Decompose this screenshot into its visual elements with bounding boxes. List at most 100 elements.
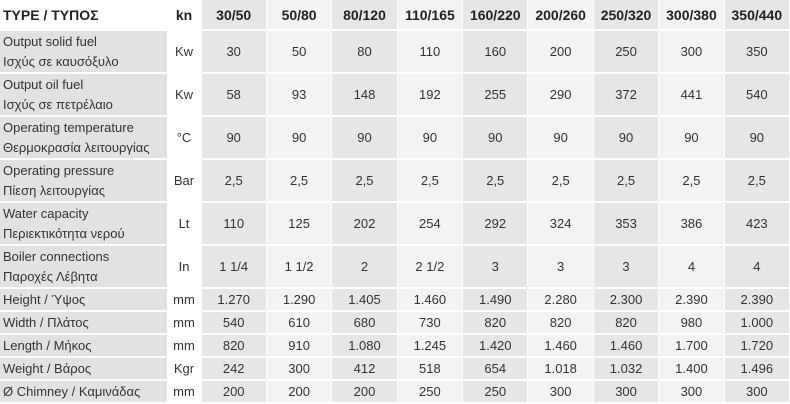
label-line: Πίεση λειτουργίας xyxy=(3,182,105,198)
row-label: Weight / Βάρος xyxy=(0,357,168,381)
value-cell: 2,5 xyxy=(331,159,398,203)
value-cell: 1 1/2 xyxy=(266,245,333,289)
value-cell: 820 xyxy=(201,334,267,358)
value-cell: 148 xyxy=(331,73,398,117)
value-cell: 290 xyxy=(527,73,594,117)
value-cell: 90 xyxy=(527,116,594,160)
value-cell: 254 xyxy=(397,202,464,246)
unit-cell: Bar xyxy=(167,159,202,203)
value-cell: 4 xyxy=(724,245,790,289)
value-cell: 518 xyxy=(397,357,464,381)
value-cell: 1.496 xyxy=(724,357,790,381)
value-cell: 1.080 xyxy=(331,334,398,358)
value-cell: 90 xyxy=(462,116,529,160)
value-cell: 324 xyxy=(527,202,594,246)
value-cell: 441 xyxy=(658,73,725,117)
spec-row: Operating pressure Πίεση λειτουργίας Bar 2,… xyxy=(0,159,790,203)
value-cell: 1.460 xyxy=(397,288,464,312)
value-cell: 300 xyxy=(658,380,725,404)
unit-header: kn xyxy=(167,0,202,31)
value-cell: 110 xyxy=(201,202,267,246)
value-cell: 1.000 xyxy=(724,311,790,335)
spec-row: Weight / Βάρος Kgr 242 300 412 518 654 1.018 1.0… xyxy=(0,357,790,381)
spec-row: Height / Ύψος mm 1.270 1.290 1.405 1.460 1.490… xyxy=(0,288,790,312)
value-cell: 2,5 xyxy=(658,159,725,203)
label-line: Weight / Βάρος xyxy=(3,360,92,376)
value-cell: 1 1/4 xyxy=(201,245,267,289)
row-label: Water capacity Περιεκτικότητα νερού xyxy=(0,202,168,246)
unit-cell: Lt xyxy=(167,202,202,246)
value-cell: 300 xyxy=(593,380,660,404)
value-cell: 160 xyxy=(462,30,529,74)
value-cell: 1.460 xyxy=(527,334,594,358)
value-cell: 820 xyxy=(462,311,529,335)
spec-row: Width / Πλάτος mm 540 610 680 730 820 820 820 980… xyxy=(0,311,790,335)
unit-cell: mm xyxy=(167,311,202,335)
value-cell: 3 xyxy=(462,245,529,289)
value-cell: 2 1/2 xyxy=(397,245,464,289)
value-cell: 300 xyxy=(724,380,790,404)
value-cell: 540 xyxy=(724,73,790,117)
value-cell: 200 xyxy=(527,30,594,74)
row-label: Width / Πλάτος xyxy=(0,311,168,335)
value-cell: 90 xyxy=(658,116,725,160)
row-label: Length / Μήκος xyxy=(0,334,168,358)
value-cell: 255 xyxy=(462,73,529,117)
value-cell: 110 xyxy=(397,30,464,74)
value-cell: 372 xyxy=(593,73,660,117)
spec-row: Ø Chimney / Καμινάδας mm 200 200 200 250 250 30… xyxy=(0,380,790,404)
unit-cell: In xyxy=(167,245,202,289)
label-line: Boiler connections xyxy=(3,248,110,264)
label-line: Height / Ύψος xyxy=(3,291,86,307)
value-cell: 250 xyxy=(462,380,529,404)
value-cell: 350 xyxy=(724,30,790,74)
row-label: Height / Ύψος xyxy=(0,288,168,312)
value-cell: 2,5 xyxy=(397,159,464,203)
label-line: Operating pressure xyxy=(3,162,115,178)
value-cell: 292 xyxy=(462,202,529,246)
value-cell: 386 xyxy=(658,202,725,246)
value-cell: 2 xyxy=(331,245,398,289)
value-cell: 93 xyxy=(266,73,333,117)
value-cell: 90 xyxy=(201,116,267,160)
value-cell: 654 xyxy=(462,357,529,381)
row-label: Output solid fuel Ισχύς σε καυσόξυλο xyxy=(0,30,168,74)
value-cell: 50 xyxy=(266,30,333,74)
label-line: Water capacity xyxy=(3,205,89,221)
row-label: Operating pressure Πίεση λειτουργίας xyxy=(0,159,168,203)
value-cell: 80 xyxy=(331,30,398,74)
label-line: Περιεκτικότητα νερού xyxy=(3,225,125,241)
row-label: Output oil fuel Ισχύς σε πετρέλαιο xyxy=(0,73,168,117)
value-cell: 540 xyxy=(201,311,267,335)
value-cell: 820 xyxy=(527,311,594,335)
value-cell: 1.270 xyxy=(201,288,267,312)
value-cell: 4 xyxy=(658,245,725,289)
spec-row: Water capacity Περιεκτικότητα νερού Lt 110 1… xyxy=(0,202,790,246)
value-cell: 1.420 xyxy=(462,334,529,358)
value-cell: 58 xyxy=(201,73,267,117)
value-cell: 2,5 xyxy=(266,159,333,203)
value-cell: 90 xyxy=(331,116,398,160)
value-cell: 2.280 xyxy=(527,288,594,312)
model-header: 80/120 xyxy=(331,0,398,31)
value-cell: 1.720 xyxy=(724,334,790,358)
label-line: Ø Chimney / Καμινάδας xyxy=(3,383,141,399)
value-cell: 90 xyxy=(724,116,790,160)
value-cell: 910 xyxy=(266,334,333,358)
value-cell: 200 xyxy=(266,380,333,404)
value-cell: 730 xyxy=(397,311,464,335)
value-cell: 2,5 xyxy=(462,159,529,203)
spec-row: Output oil fuel Ισχύς σε πετρέλαιο Kw 58 93 1… xyxy=(0,73,790,117)
row-label: Operating temperature Θερμοκρασία λειτουρ… xyxy=(0,116,168,160)
spec-row: Boiler connections Παροχές Λέβητα In 1 1/4 1… xyxy=(0,245,790,289)
value-cell: 1.700 xyxy=(658,334,725,358)
value-cell: 30 xyxy=(201,30,267,74)
unit-cell: mm xyxy=(167,288,202,312)
label-line: Output oil fuel xyxy=(3,76,84,92)
value-cell: 250 xyxy=(593,30,660,74)
label-line: Output solid fuel xyxy=(3,33,97,49)
value-cell: 2,5 xyxy=(201,159,267,203)
value-cell: 2,5 xyxy=(593,159,660,203)
